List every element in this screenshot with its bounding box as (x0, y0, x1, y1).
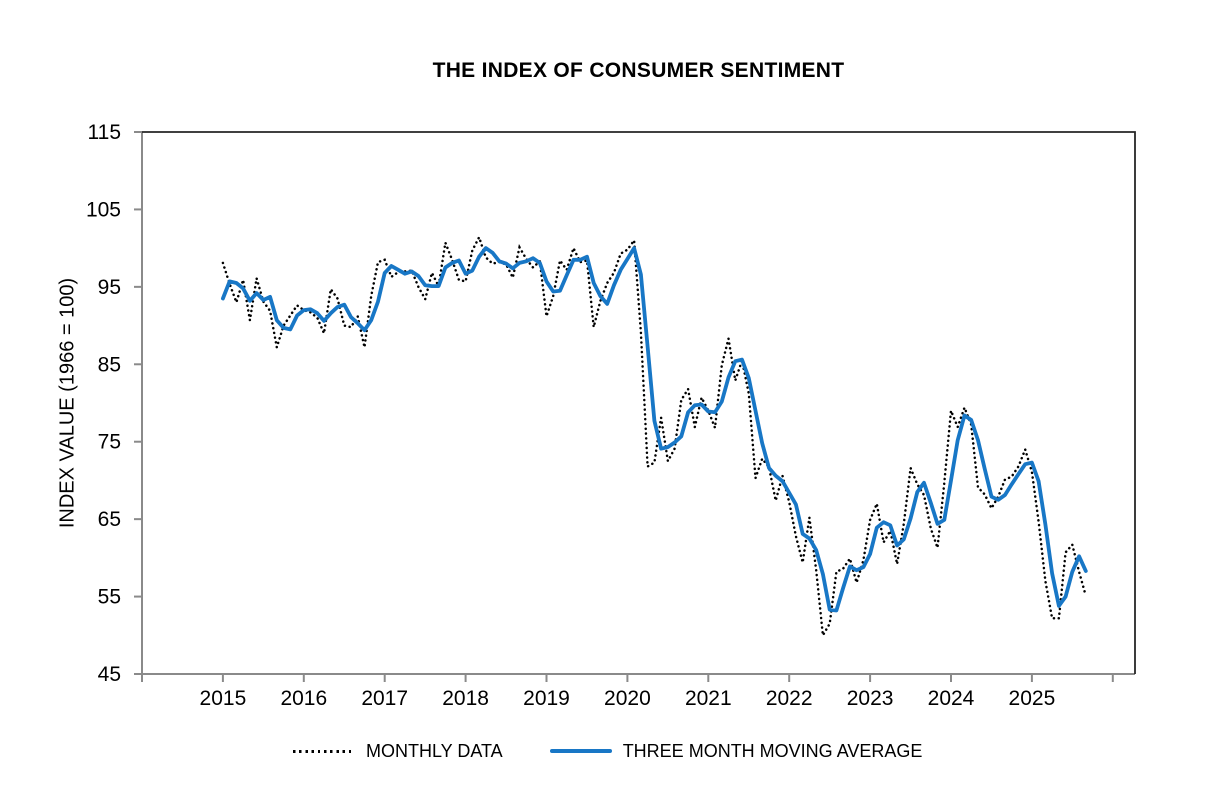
y-tick-label: 75 (98, 431, 121, 454)
x-tick-label: 2022 (766, 687, 813, 710)
chart-title: THE INDEX OF CONSUMER SENTIMENT (432, 59, 845, 82)
y-tick-label: 115 (88, 121, 121, 144)
legend-item-monthly-data: MONTHLY DATA (293, 741, 503, 762)
x-tick-label: 2017 (361, 687, 408, 710)
legend-label-moving-average: THREE MONTH MOVING AVERAGE (622, 740, 923, 761)
monthly-data-line-swatch (293, 749, 355, 753)
x-tick-label: 2016 (280, 687, 327, 710)
y-tick-label: 55 (98, 586, 121, 609)
y-tick-label: 85 (98, 353, 121, 376)
y-tick-label: 65 (98, 508, 121, 531)
x-tick-label: 2024 (928, 687, 975, 710)
three-month-moving-average-line (220, 246, 1088, 613)
plot-frame-left-bottom (141, 132, 1135, 675)
y-tick-label: 95 (98, 276, 121, 299)
legend-label-monthly-data: MONTHLY DATA (366, 740, 503, 761)
x-tick-label: 2021 (685, 687, 732, 710)
legend: MONTHLY DATA THREE MONTH MOVING AVERAGE (293, 740, 922, 762)
x-tick-label: 2018 (442, 687, 489, 710)
x-tick-label: 2020 (604, 687, 651, 710)
y-tick-label: 45 (98, 663, 121, 686)
moving-average-line-swatch (549, 749, 612, 753)
plot-frame-top-right (142, 131, 1136, 674)
monthly-data-line (221, 234, 1088, 640)
y-tick-label: 105 (86, 198, 121, 221)
x-tick-label: 2025 (1009, 687, 1056, 710)
legend-item-moving-average: THREE MONTH MOVING AVERAGE (549, 740, 923, 762)
x-tick-label: 2019 (523, 687, 570, 710)
x-tick-label: 2023 (847, 687, 894, 710)
x-tick-label: 2015 (200, 687, 247, 710)
